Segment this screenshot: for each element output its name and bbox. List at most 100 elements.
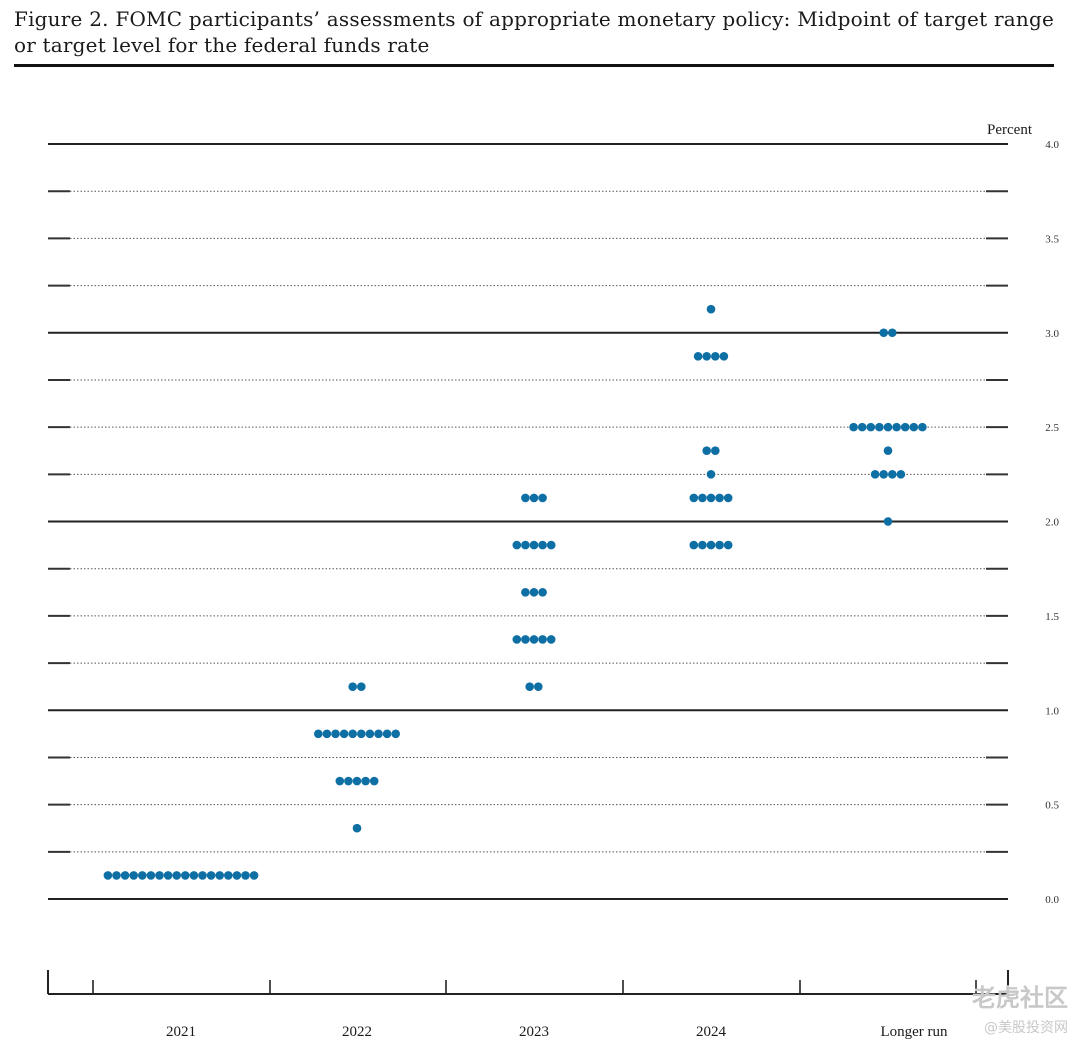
data-dot [534, 682, 543, 691]
data-dot [512, 635, 522, 644]
data-dot [888, 470, 897, 479]
y-tick-label: 1.0 [1045, 705, 1059, 717]
data-dot [348, 682, 358, 691]
data-dot [706, 493, 716, 503]
data-dot [361, 776, 370, 786]
title-rule [14, 64, 1054, 67]
data-dot [189, 871, 199, 880]
data-dot [857, 422, 867, 432]
dot-column [512, 493, 556, 691]
dot-column [689, 304, 733, 550]
data-dot [224, 871, 233, 880]
data-dot [344, 776, 353, 786]
data-dot [723, 493, 733, 503]
data-dot [689, 540, 699, 550]
y-tick-label: 0.5 [1045, 800, 1059, 812]
data-dot [896, 470, 906, 479]
data-dot [909, 422, 919, 432]
x-category-label: 2022 [342, 1024, 372, 1040]
x-axis: 2021 2022 2023 2024 Longer run [47, 970, 1009, 1040]
data-dot [163, 871, 173, 880]
data-dot [357, 682, 366, 691]
data-dot [888, 328, 897, 338]
data-dot [352, 823, 362, 833]
data-dot [538, 493, 547, 503]
data-dot [529, 635, 539, 644]
data-dot [715, 540, 724, 550]
data-dot [181, 871, 190, 880]
data-dot [241, 871, 250, 880]
data-dot [529, 587, 539, 597]
figure-title: Figure 2. FOMC participants’ assessments… [14, 7, 1054, 57]
data-dot [866, 422, 876, 432]
data-dot [883, 422, 893, 432]
y-tick-label: 1.5 [1045, 611, 1059, 623]
data-dot [711, 446, 720, 456]
data-dot [369, 776, 379, 786]
y-tick-label: 3.0 [1045, 328, 1059, 340]
x-category-label: 2024 [696, 1024, 727, 1040]
data-dot [112, 871, 121, 880]
data-dot [521, 540, 530, 550]
data-dot [352, 776, 362, 786]
data-dot [331, 729, 340, 739]
data-dot [875, 422, 884, 432]
data-dot [521, 635, 530, 644]
data-dot [879, 470, 888, 479]
data-dot [538, 540, 547, 550]
data-dot [711, 352, 720, 361]
data-dot [702, 352, 711, 361]
data-dot [693, 352, 703, 361]
data-dot [129, 871, 138, 880]
data-dot [138, 871, 147, 880]
data-dot [339, 729, 349, 739]
data-dot [546, 635, 556, 644]
data-dot [702, 446, 711, 456]
data-dot [374, 729, 383, 739]
gridlines [48, 143, 1008, 900]
data-dot [879, 328, 888, 338]
data-dot [521, 493, 530, 503]
data-dot [155, 871, 164, 880]
data-dot [314, 729, 323, 739]
x-category-label: 2023 [519, 1024, 549, 1040]
data-dot [870, 470, 880, 479]
data-dot [206, 871, 216, 880]
data-dot [706, 540, 716, 550]
data-dot [538, 587, 547, 597]
data-dot [357, 729, 366, 739]
y-axis-label: Percent [987, 122, 1033, 138]
data-dot [849, 422, 858, 432]
data-dot [900, 422, 910, 432]
data-dot [529, 540, 539, 550]
x-category-label: Longer run [880, 1024, 948, 1040]
data-dot [698, 493, 707, 503]
y-tick-label: 0.0 [1045, 894, 1059, 906]
x-category-label: 2021 [166, 1024, 196, 1040]
data-dot [525, 682, 534, 691]
data-dot [335, 776, 345, 786]
data-dot [120, 871, 130, 880]
data-dot [538, 635, 547, 644]
data-dot [723, 540, 733, 550]
data-dot [232, 871, 242, 880]
data-dot [698, 540, 707, 550]
data-dot [391, 729, 401, 739]
data-dot [706, 470, 716, 479]
data-dot [146, 871, 156, 880]
data-dot [103, 871, 113, 880]
y-axis-tick-labels: 0.0 0.5 1.0 1.5 2.0 2.5 3.0 3.5 4.0 [1045, 139, 1059, 906]
data-dot [689, 493, 699, 503]
data-dot [715, 493, 724, 503]
data-dot [529, 493, 539, 503]
dot-column [849, 328, 927, 526]
y-tick-label: 2.0 [1045, 517, 1059, 529]
data-dot [883, 517, 893, 526]
data-dot [512, 540, 522, 550]
data-dot [365, 729, 375, 739]
dot-column [314, 682, 401, 833]
y-tick-label: 3.5 [1045, 233, 1059, 245]
data-dot [892, 422, 901, 432]
y-tick-label: 2.5 [1045, 422, 1059, 434]
